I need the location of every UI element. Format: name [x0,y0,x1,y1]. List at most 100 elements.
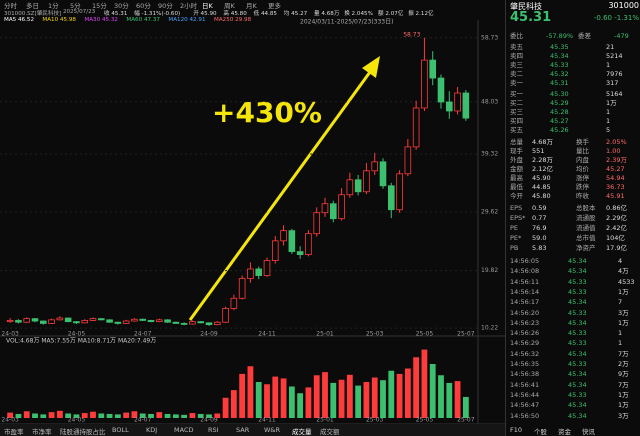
volume-bar [264,384,270,418]
bids-row: 买四 45.27 1 [506,117,640,126]
volume-bar [156,412,163,418]
bottom-tab[interactable]: 市净率 [32,428,52,436]
trades-cell: 14:56:05 [510,257,540,265]
volume-bar [131,411,138,418]
candle-body [97,318,105,321]
info-item: 开 45.90 [193,11,217,17]
volume-bar [297,393,304,418]
trades-cell: 45.34 [568,401,587,410]
asks-cell: 卖三 [510,61,523,69]
info-item: 低 44.85 [253,11,277,17]
bottom-tab[interactable]: 成交量 [292,428,312,436]
asks-cell: 卖一 [510,79,523,87]
bids-cell: 买一 [510,90,523,98]
trades-row: 14:56:23 45.34 1万 [506,319,640,328]
fundamentals-cell: PE [510,224,519,232]
toolbar-tab[interactable]: 30分 [114,2,129,10]
bottom-tab[interactable]: MACD [174,426,194,434]
volume-bar [15,413,22,418]
volume-bar [247,366,254,418]
fundamentals-cell: 0.77 [532,214,547,222]
candle-body [139,318,147,321]
bottom-tab[interactable]: 成交额 [320,428,340,436]
bids-row: 买一 45.30 5164 [506,90,640,99]
toolbar-tab[interactable]: 多日 [26,2,39,10]
stats-cell: 昨收 [576,192,589,200]
stats-cell: 44.85 [532,183,551,191]
candle-body [379,161,387,187]
stats-cell: 1.00 [606,147,621,155]
toolbar-tab[interactable]: 5分 [70,2,81,10]
stats-cell: 45.27 [606,165,625,173]
info-item: 额 2.07亿 [378,11,404,17]
volume-bar [305,387,312,418]
toolbar-tab[interactable]: 2小时 [180,2,198,10]
bids-cell: 1 [606,108,611,116]
bottom-tab[interactable]: KDJ [146,426,158,434]
side-tab[interactable]: 个股 [534,428,547,436]
volume-bar [363,382,370,418]
stats-cell: 总量 [510,138,523,146]
candle-body [122,320,130,324]
toolbar-tab[interactable]: 日K [202,2,213,10]
volume-bar [164,413,171,418]
candle-body [15,320,22,323]
toolbar-tab[interactable]: 90分 [158,2,173,10]
stats-cell: 换手 [576,138,589,146]
trades-cell: 45.34 [568,298,587,307]
stats-cell: 45.91 [606,192,625,200]
bids-cell: 1万 [606,99,617,107]
side-tab[interactable]: F10 [510,426,523,434]
volume-bar [404,368,411,418]
trades-row: 14:56:11 45.33 4533 [506,278,640,287]
ma-item: MA5 46.52 [4,17,35,23]
toolbar-tab[interactable]: 更多 [268,2,281,10]
stats-cell: 45.80 [532,192,551,200]
bids-cell: 1 [606,117,611,125]
range-label: 2024/03/11-2025/07/23(333日) [300,19,393,26]
order_book-row: 委比 -57.89% 委差 -479 [506,32,640,41]
candle-body [64,317,72,323]
trades-row: 14:56:50 45.34 3万 [506,412,640,421]
side-tab[interactable]: 资金 [558,428,571,436]
bottom-tab[interactable]: 陆股通持股占比 [60,428,106,436]
toolbar-tab[interactable]: 月K [246,2,257,10]
asks-cell: 317 [606,79,619,87]
toolbar-tab[interactable]: 分时 [4,2,17,10]
bottom-tab[interactable]: RSI [208,426,219,434]
asks-row: 卖五 45.35 21 [506,43,640,52]
trades-cell: 14:56:29 [510,339,540,348]
volume-bar [371,377,378,418]
candle-body [205,322,213,326]
trades-cell: 14:56:20 [510,308,540,317]
y-tick-label: 58.73 [481,34,498,41]
trades-row: 14:56:17 45.34 7 [506,298,640,307]
bids-cell: 45.29 [550,99,569,107]
trades-cell: 45.34 [568,411,587,420]
chart-bg [0,0,505,436]
toolbar-tab[interactable]: 15分 [92,2,107,10]
volume-bar [197,413,204,418]
volume-bar [106,413,113,418]
side-tab[interactable]: 快讯 [582,428,595,436]
bottom-tab[interactable]: 市盈率 [4,428,24,436]
y-tick-label: 48.03 [481,98,498,105]
trades-cell: 14:56:23 [510,318,540,327]
info-item: 幅 -1.31%(-0.60) [134,11,181,17]
toolbar-tab[interactable]: 周K [224,2,235,10]
x-tick-label: 24-07 [134,417,152,424]
bottom-tab[interactable]: SAR [236,426,250,434]
candle-body [31,318,39,322]
annotation: +430% [212,96,322,129]
trades-row: 14:56:44 45.33 1万 [506,391,640,400]
toolbar-tab[interactable]: 1分 [48,2,59,10]
candle-body [454,92,461,112]
bottom-tab[interactable]: BOLL [112,426,129,434]
volume-bar [114,414,121,418]
asks-cell: 5214 [606,52,623,60]
trades-row: 14:56:35 45.33 2万 [506,360,640,369]
stats-cell: 2.28万 [532,156,553,164]
volume-bar [313,375,320,418]
bottom-tab[interactable]: W&R [264,426,281,434]
toolbar-tab[interactable]: 60分 [136,2,151,10]
